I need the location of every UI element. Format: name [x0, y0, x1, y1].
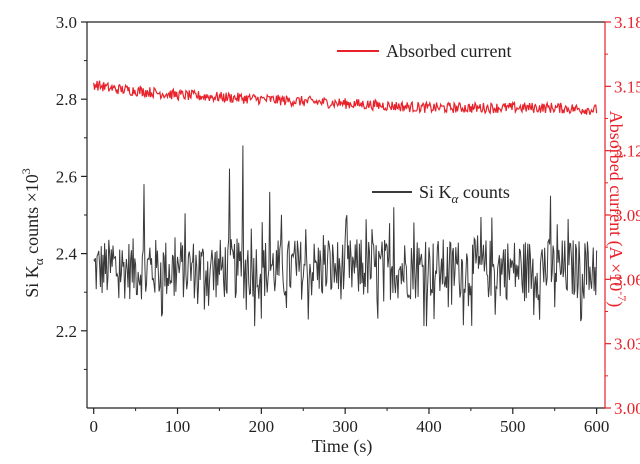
- legend-item-si-counts: Si Kα counts: [372, 182, 510, 206]
- y-right-tick-label: 3.18: [614, 13, 640, 32]
- legend-label-si-counts: Si Kα counts: [419, 182, 510, 206]
- x-tick-label: 300: [332, 417, 358, 436]
- y-left-tick-label: 2.8: [56, 90, 77, 109]
- y-right-tick-label: 3.15: [614, 77, 640, 96]
- y-axis-left-title: Si Kα counts ×103: [19, 168, 46, 297]
- series-si-counts-line: [93, 145, 598, 327]
- series-absorbed-current-line: [93, 80, 598, 116]
- series-layer: [93, 80, 598, 327]
- legend-label-absorbed-current: Absorbed current: [386, 41, 511, 61]
- x-tick-label: 600: [584, 417, 610, 436]
- y-left-tick-label: 2.6: [56, 167, 77, 186]
- x-tick-label: 0: [89, 417, 98, 436]
- x-tick-label: 100: [165, 417, 191, 436]
- y-right-tick-label: 3.03: [614, 335, 640, 354]
- ticks-layer: 0 100 200 300 400 500 600 2.2 2.4 2.6 2.8 3.0 3.00 3.…: [56, 13, 640, 436]
- x-tick-label: 400: [416, 417, 442, 436]
- x-tick-label: 200: [249, 417, 275, 436]
- y-right-tick-label: 3.09: [614, 206, 640, 225]
- y-right-tick-label: 3.12: [614, 142, 640, 161]
- y-left-tick-label: 3.0: [56, 13, 77, 32]
- legend-item-absorbed-current: Absorbed current: [337, 41, 511, 61]
- y-axis-right-title: Absorbed current (A ×10-7): [605, 111, 629, 308]
- y-left-tick-label: 2.2: [56, 322, 77, 341]
- y-left-tick-label: 2.4: [56, 245, 78, 264]
- y-right-tick-label: 3.00: [614, 399, 640, 418]
- x-axis-title: Time (s): [312, 436, 373, 457]
- x-tick-label: 500: [500, 417, 526, 436]
- y-right-tick-label: 3.06: [614, 270, 640, 289]
- axes-layer: [86, 21, 606, 409]
